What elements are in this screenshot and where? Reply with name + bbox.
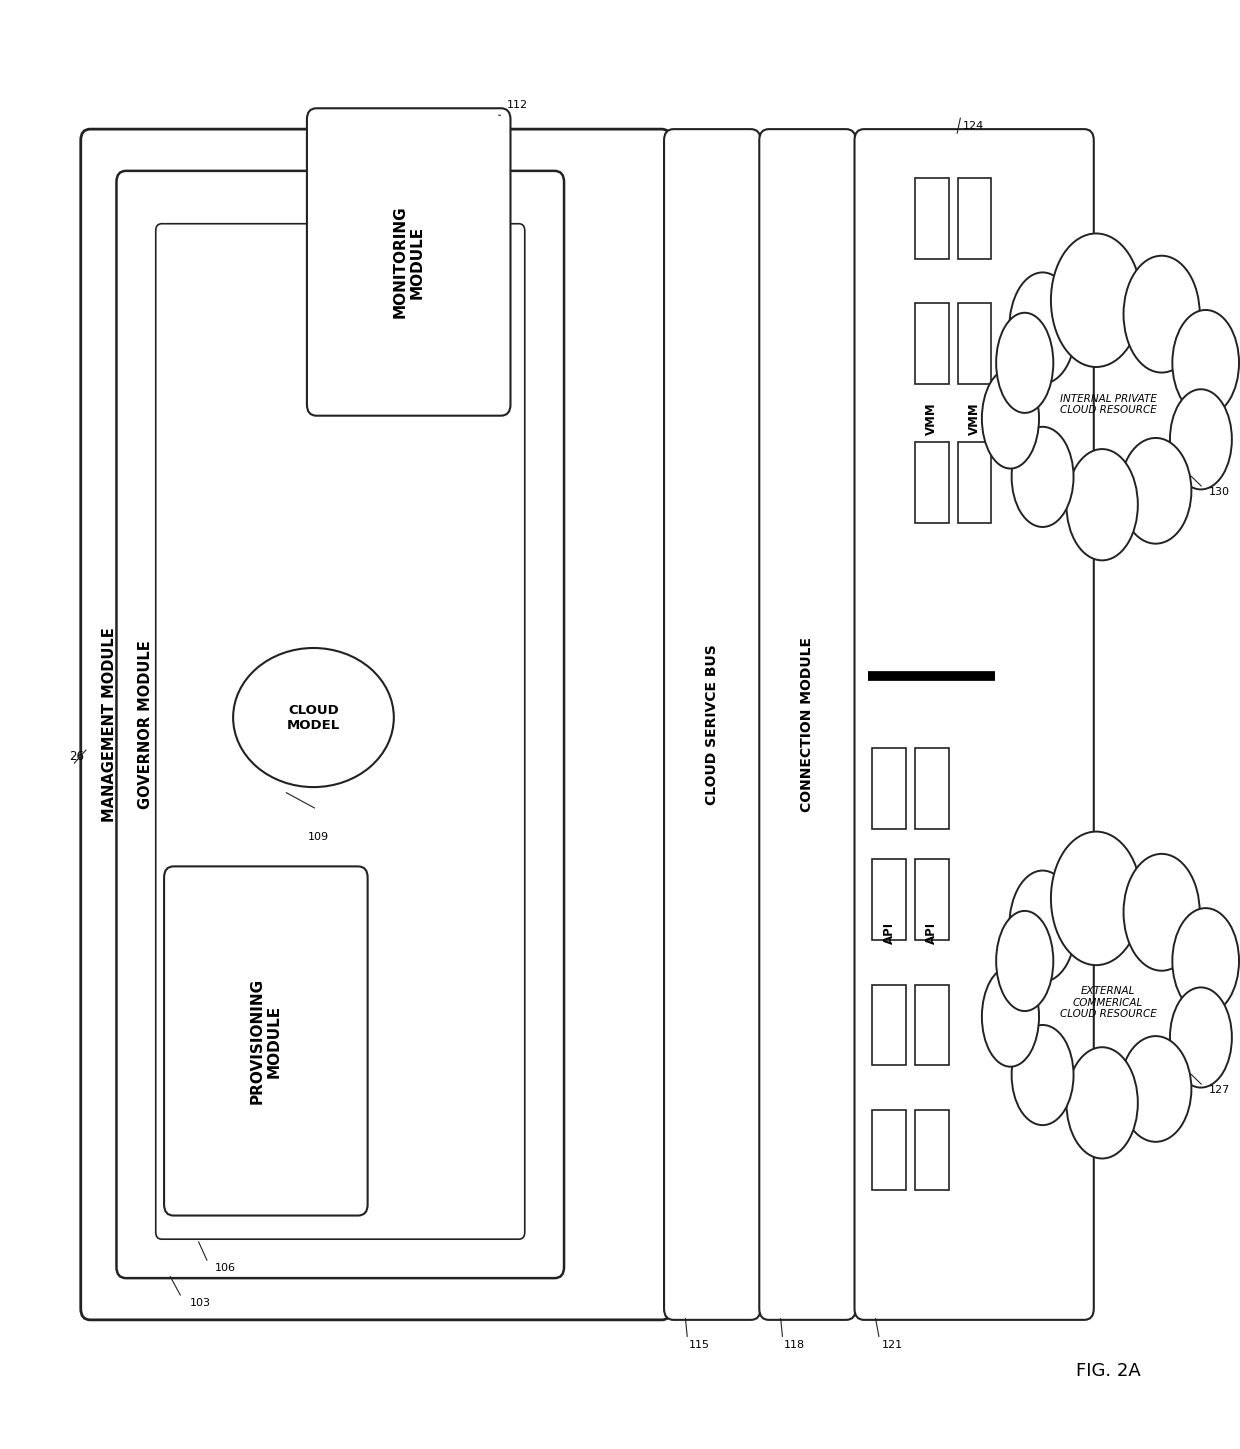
Text: CONNECTION MODULE: CONNECTION MODULE xyxy=(801,638,815,811)
Ellipse shape xyxy=(996,911,1053,1011)
Ellipse shape xyxy=(1172,310,1239,416)
Ellipse shape xyxy=(982,966,1039,1066)
Text: 112: 112 xyxy=(507,100,528,110)
Ellipse shape xyxy=(1120,438,1192,543)
Text: EXTERNAL
COMMERICAL
CLOUD RESOURCE: EXTERNAL COMMERICAL CLOUD RESOURCE xyxy=(1060,987,1157,1019)
Text: INTERNAL PRIVATE
CLOUD RESOURCE: INTERNAL PRIVATE CLOUD RESOURCE xyxy=(1060,394,1157,416)
FancyBboxPatch shape xyxy=(915,748,949,829)
FancyBboxPatch shape xyxy=(915,178,949,258)
FancyBboxPatch shape xyxy=(915,442,949,523)
FancyBboxPatch shape xyxy=(959,303,992,384)
Text: CLOUD
MODEL: CLOUD MODEL xyxy=(286,704,340,732)
Ellipse shape xyxy=(996,313,1053,413)
FancyBboxPatch shape xyxy=(665,129,760,1320)
FancyBboxPatch shape xyxy=(873,985,905,1065)
Text: API: API xyxy=(883,922,895,945)
Ellipse shape xyxy=(1123,853,1200,971)
FancyBboxPatch shape xyxy=(915,1110,949,1191)
Text: MANAGEMENT MODULE: MANAGEMENT MODULE xyxy=(102,627,117,822)
Text: CLOUD SERIVCE BUS: CLOUD SERIVCE BUS xyxy=(706,645,719,804)
FancyBboxPatch shape xyxy=(156,223,525,1239)
Ellipse shape xyxy=(1012,1024,1074,1124)
Text: 118: 118 xyxy=(784,1340,806,1349)
Ellipse shape xyxy=(1171,987,1231,1088)
FancyBboxPatch shape xyxy=(854,129,1094,1320)
Text: 115: 115 xyxy=(689,1340,711,1349)
FancyBboxPatch shape xyxy=(915,859,949,940)
FancyBboxPatch shape xyxy=(873,1110,905,1191)
Text: 106: 106 xyxy=(216,1264,237,1274)
Text: PROVISIONING
MODULE: PROVISIONING MODULE xyxy=(249,978,281,1104)
Text: 127: 127 xyxy=(1209,1085,1230,1095)
Ellipse shape xyxy=(982,368,1039,468)
Text: 26: 26 xyxy=(69,749,84,762)
Ellipse shape xyxy=(1066,449,1138,561)
FancyBboxPatch shape xyxy=(915,985,949,1065)
Text: API: API xyxy=(925,922,939,945)
Ellipse shape xyxy=(1171,390,1231,490)
Text: MONITORING
MODULE: MONITORING MODULE xyxy=(393,206,425,319)
FancyBboxPatch shape xyxy=(117,171,564,1278)
Ellipse shape xyxy=(1052,832,1141,965)
FancyBboxPatch shape xyxy=(959,442,992,523)
FancyBboxPatch shape xyxy=(759,129,856,1320)
Ellipse shape xyxy=(1052,233,1141,367)
Ellipse shape xyxy=(1009,871,1076,982)
Ellipse shape xyxy=(233,648,394,787)
FancyBboxPatch shape xyxy=(873,859,905,940)
Ellipse shape xyxy=(1172,909,1239,1014)
FancyBboxPatch shape xyxy=(873,748,905,829)
Ellipse shape xyxy=(1009,272,1076,384)
FancyBboxPatch shape xyxy=(915,303,949,384)
Text: 121: 121 xyxy=(882,1340,903,1349)
FancyBboxPatch shape xyxy=(164,867,367,1216)
Text: 109: 109 xyxy=(308,832,329,842)
FancyBboxPatch shape xyxy=(81,129,671,1320)
Ellipse shape xyxy=(1012,427,1074,527)
Ellipse shape xyxy=(1120,1036,1192,1142)
Text: VMM: VMM xyxy=(968,403,981,435)
FancyBboxPatch shape xyxy=(308,109,511,416)
FancyBboxPatch shape xyxy=(959,178,992,258)
Text: GOVERNOR MODULE: GOVERNOR MODULE xyxy=(138,640,153,809)
Text: FIG. 2A: FIG. 2A xyxy=(1075,1362,1141,1381)
Text: VMM: VMM xyxy=(925,403,939,435)
Text: 124: 124 xyxy=(963,122,985,132)
Ellipse shape xyxy=(1066,1048,1138,1159)
Text: 130: 130 xyxy=(1209,487,1230,497)
Text: 103: 103 xyxy=(190,1298,211,1308)
Ellipse shape xyxy=(1123,255,1200,372)
